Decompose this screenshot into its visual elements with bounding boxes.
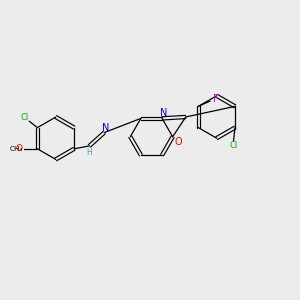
Text: O: O bbox=[175, 137, 182, 147]
Text: F: F bbox=[213, 94, 218, 104]
Text: O: O bbox=[16, 144, 23, 153]
Text: N: N bbox=[102, 123, 110, 133]
Text: CH₃: CH₃ bbox=[9, 146, 23, 152]
Text: H: H bbox=[87, 148, 92, 157]
Text: Cl: Cl bbox=[21, 113, 29, 122]
Text: Cl: Cl bbox=[230, 141, 238, 150]
Text: N: N bbox=[160, 107, 167, 118]
